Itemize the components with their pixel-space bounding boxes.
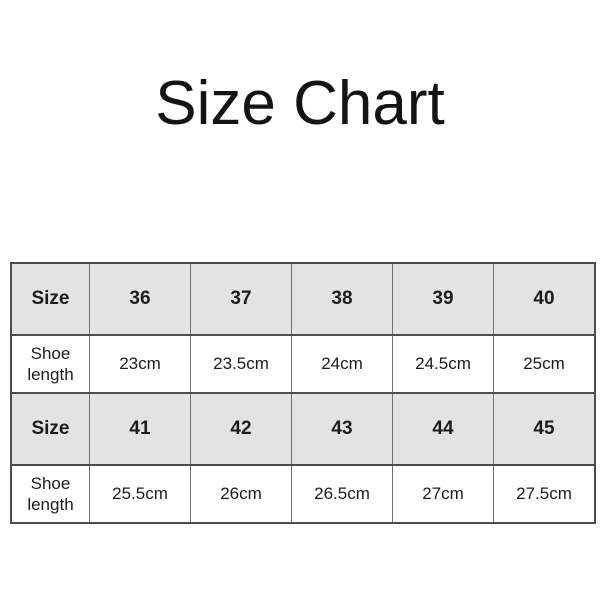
- length-cell: 23cm: [89, 334, 191, 394]
- table-row-lengths-25.5-27.5: Shoe length 25.5cm 26cm 26.5cm 27cm 27.5…: [10, 464, 596, 524]
- length-cell: 26cm: [190, 464, 292, 524]
- length-cell: 24cm: [291, 334, 393, 394]
- size-cell: 42: [190, 392, 292, 466]
- length-cell: 25.5cm: [89, 464, 191, 524]
- row-label-cell: Shoe length: [10, 334, 90, 394]
- size-cell: 37: [190, 262, 292, 336]
- page-title: Size Chart: [155, 69, 445, 138]
- row-label-cell: Size: [10, 392, 90, 466]
- size-cell: 39: [392, 262, 494, 336]
- length-cell: 25cm: [493, 334, 596, 394]
- row-label-cell: Shoe length: [10, 464, 90, 524]
- size-cell: 36: [89, 262, 191, 336]
- length-cell: 23.5cm: [190, 334, 292, 394]
- length-cell: 27.5cm: [493, 464, 596, 524]
- size-cell: 38: [291, 262, 393, 336]
- length-cell: 24.5cm: [392, 334, 494, 394]
- table-row-lengths-23-25: Shoe length 23cm 23.5cm 24cm 24.5cm 25cm: [10, 334, 596, 394]
- row-label-cell: Size: [10, 262, 90, 336]
- size-cell: 45: [493, 392, 596, 466]
- length-cell: 27cm: [392, 464, 494, 524]
- size-cell: 41: [89, 392, 191, 466]
- table-row-sizes-41-45: Size 41 42 43 44 45: [10, 392, 596, 466]
- size-chart-table: Size 36 37 38 39 40 Shoe length 23cm 23.…: [10, 262, 596, 524]
- size-cell: 43: [291, 392, 393, 466]
- size-cell: 44: [392, 392, 494, 466]
- table-row-sizes-36-40: Size 36 37 38 39 40: [10, 262, 596, 336]
- length-cell: 26.5cm: [291, 464, 393, 524]
- size-cell: 40: [493, 262, 596, 336]
